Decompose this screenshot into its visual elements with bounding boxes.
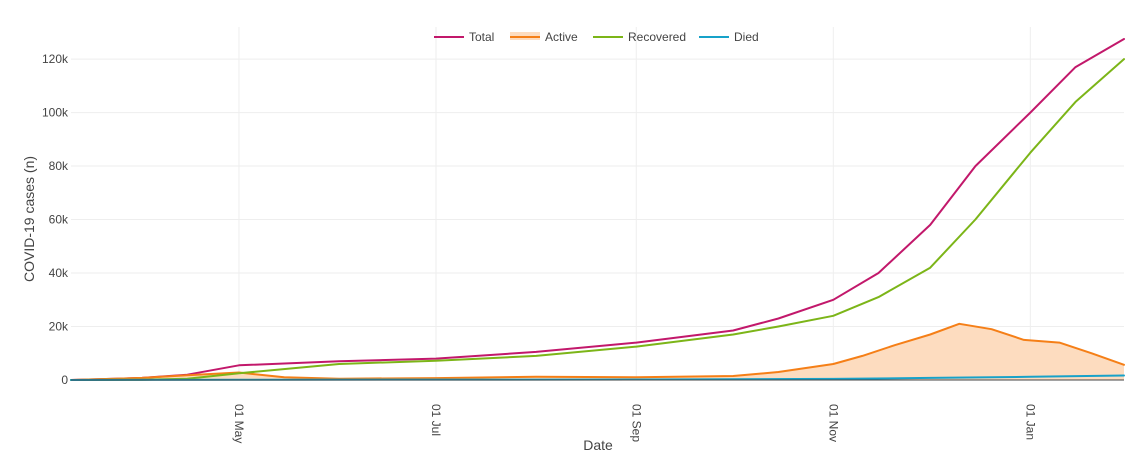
series-line-recovered	[70, 58, 1125, 381]
y-tick-label: 40k	[49, 266, 69, 280]
y-tick-label: 20k	[49, 320, 69, 334]
axis-layer: 0 20k 40k 60k 80k 100k 120k 01 May 01 Jul 01 Sep 0…	[42, 52, 1124, 443]
y-tick-label: 100k	[42, 106, 69, 120]
series-line-layer	[70, 38, 1125, 381]
series-area-active	[71, 323, 1124, 380]
x-tick-label: 01 Nov	[826, 404, 840, 442]
y-tick-label: 0	[61, 373, 68, 387]
x-tick-label: 01 Jan	[1023, 404, 1037, 440]
grid-layer	[71, 27, 1124, 381]
x-tick-label: 01 Sep	[629, 404, 643, 442]
y-tick-label: 60k	[49, 213, 69, 227]
area-fill-layer	[71, 323, 1124, 380]
legend-label-active: Active	[545, 30, 578, 44]
y-axis-title: COVID-19 cases (n)	[21, 156, 37, 282]
legend-label-total: Total	[469, 30, 494, 44]
y-tick-label: 120k	[42, 52, 69, 66]
legend-label-died: Died	[734, 30, 759, 44]
x-tick-label: 01 May	[232, 404, 246, 443]
y-tick-label: 80k	[49, 159, 69, 173]
series-line-total	[70, 38, 1125, 381]
legend-label-recovered: Recovered	[628, 30, 686, 44]
x-tick-label: 01 Jul	[429, 404, 443, 436]
legend: Total Active Recovered Died	[434, 30, 759, 44]
x-axis-title: Date	[583, 437, 613, 453]
series-line-active	[70, 322, 1125, 381]
